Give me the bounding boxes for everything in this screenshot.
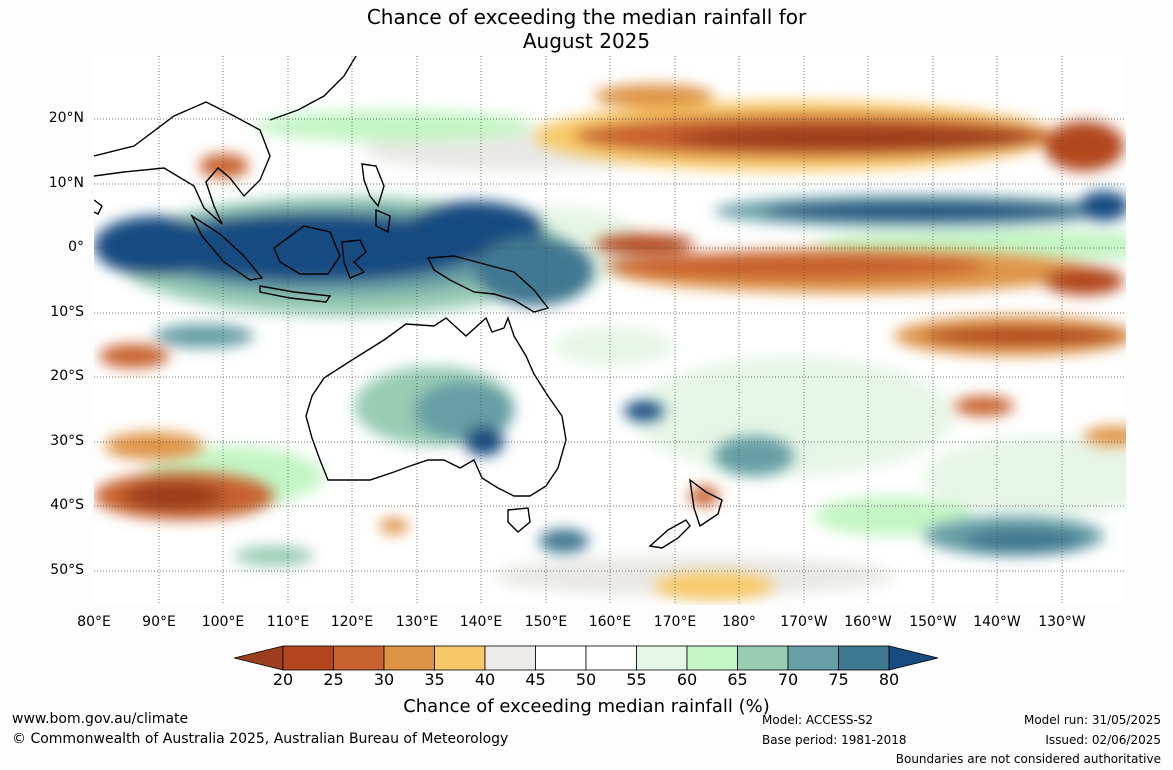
lat-label-20s: 20°S (50, 368, 84, 384)
lon-label-170e: 170°E (653, 614, 697, 630)
colorbar-tick: 50 (575, 670, 597, 689)
colorbar-tick: 65 (727, 670, 748, 689)
lon-label-100e: 100°E (201, 614, 245, 630)
lat-label-10n: 10°N (48, 175, 84, 191)
lat-label-30s: 30°S (50, 433, 84, 449)
lat-label-equator: 0° (68, 239, 84, 255)
china-coast-coastline (269, 56, 357, 121)
lat-label-20n: 20°N (48, 110, 84, 126)
new-guinea-coastline (426, 255, 550, 313)
disclaimer-text: Boundaries are not considered authoritat… (895, 752, 1161, 766)
lat-label-40s: 40°S (50, 497, 84, 513)
lon-label-140w: 140°W (973, 614, 1021, 630)
colorbar-high-arrow (888, 645, 939, 671)
model-text: Model: ACCESS-S2 (762, 713, 874, 727)
coastlines (94, 56, 723, 549)
lon-label-160e: 160°E (588, 614, 632, 630)
wet-anomaly-regions (94, 191, 1126, 566)
map-title-line-1: Chance of exceeding the median rainfall … (366, 5, 807, 29)
colorbar-tick: 45 (525, 670, 546, 689)
colorbar-bin (737, 645, 789, 671)
colorbar-tick: 55 (626, 670, 647, 689)
colorbar-bin (838, 645, 890, 671)
colorbar-bin (333, 645, 385, 671)
colorbar-bin (535, 645, 587, 671)
colorbar-tick: 35 (424, 670, 445, 689)
lon-label-150w: 150°W (909, 614, 957, 630)
colorbar-bin (484, 645, 536, 671)
colorbar-tick: 70 (777, 670, 799, 689)
lon-label-130w: 130°W (1038, 614, 1086, 630)
lon-label-160w: 160°W (844, 614, 892, 630)
colorbar-bin (434, 645, 486, 671)
sulawesi-coastline (341, 239, 367, 279)
colorbar-tick: 30 (373, 670, 395, 689)
lon-label-150e: 150°E (524, 614, 568, 630)
lon-label-120e: 120°E (330, 614, 374, 630)
colorbar-tick: 60 (676, 670, 698, 689)
lon-label-170w: 170°W (780, 614, 828, 630)
colorbar-bin (636, 645, 688, 671)
rainfall-probability-map (94, 56, 1126, 605)
java-coastline (259, 285, 332, 303)
philippines-coastline (361, 163, 391, 234)
lat-label-50s: 50°S (50, 562, 84, 578)
new-zealand-south-coastline (648, 519, 691, 549)
colorbar-tick: 80 (878, 670, 900, 689)
colorbar-tick: 25 (323, 670, 344, 689)
lon-label-90e: 90°E (142, 614, 176, 630)
borneo-coastline (273, 225, 341, 275)
colorbar-tick: 40 (474, 670, 496, 689)
issued-text: Issued: 02/06/2025 (1045, 733, 1161, 747)
lon-label-140e: 140°E (459, 614, 503, 630)
lon-label-110e: 110°E (266, 614, 310, 630)
colorbar-bin (282, 645, 334, 671)
copyright-text: © Commonwealth of Australia 2025, Austra… (12, 731, 509, 747)
map-title-line-2: August 2025 (522, 29, 651, 53)
colorbar-graphic (233, 645, 939, 671)
website-link[interactable]: www.bom.gov.au/climate (12, 711, 189, 727)
tasmania-coastline (507, 507, 531, 533)
dry-anomaly-regions (94, 84, 1126, 600)
colorbar-bin (686, 645, 738, 671)
colorbar-title: Chance of exceeding median rainfall (%) (403, 696, 770, 717)
lon-label-180: 180° (722, 614, 756, 630)
model-run-text: Model run: 31/05/2025 (1023, 713, 1161, 727)
colorbar-bin (585, 645, 637, 671)
sri-lanka-coastline (94, 199, 103, 215)
lat-label-10s: 10°S (50, 304, 84, 320)
base-period-text: Base period: 1981-2018 (762, 733, 907, 747)
southeast-asia-coastline (94, 101, 271, 225)
new-zealand-north-coastline (689, 478, 723, 528)
colorbar-bin (787, 645, 839, 671)
colorbar-low-arrow (233, 645, 284, 671)
colorbar-tick: 20 (272, 670, 294, 689)
lon-label-130e: 130°E (395, 614, 439, 630)
sumatra-coastline (190, 214, 264, 281)
lon-label-80e: 80°E (77, 614, 111, 630)
colorbar (233, 645, 940, 671)
colorbar-bin (383, 645, 435, 671)
colorbar-tick: 75 (828, 670, 849, 689)
map-canvas (94, 56, 1126, 605)
graticule (94, 56, 1126, 605)
